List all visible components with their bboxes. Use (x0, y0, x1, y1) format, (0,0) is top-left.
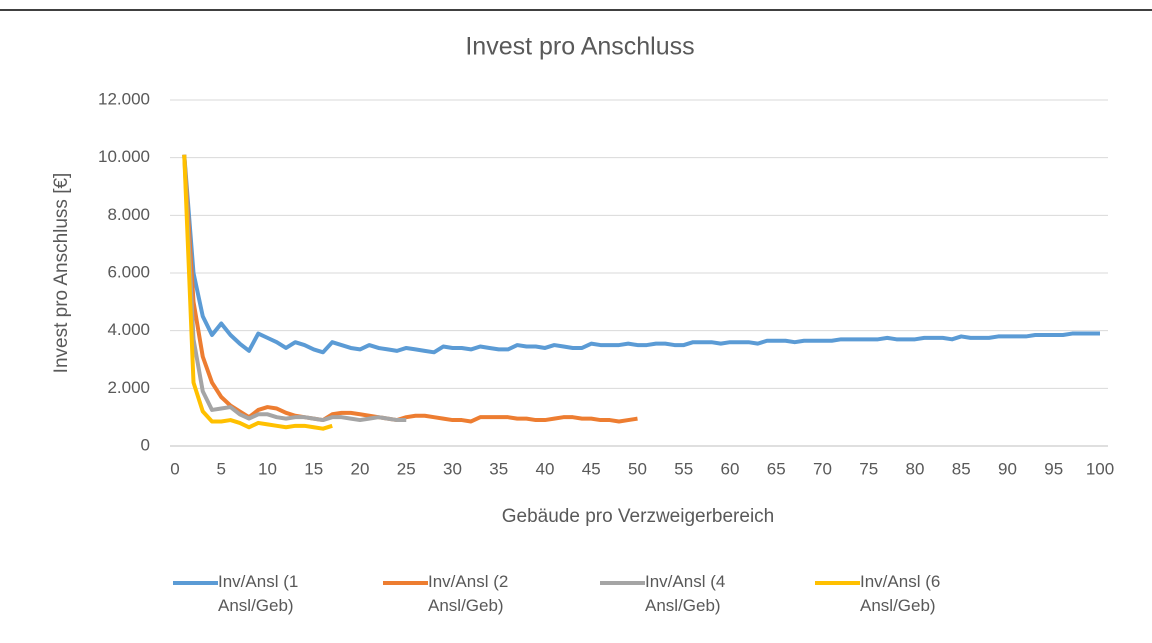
x-tick-label: 75 (859, 459, 878, 478)
x-tick-label: 55 (674, 459, 693, 478)
x-tick-label: 35 (489, 459, 508, 478)
x-tick-label: 25 (397, 459, 416, 478)
x-tick-label: 85 (952, 459, 971, 478)
legend-item: Inv/Ansl (6 Ansl/Geb) (815, 570, 980, 618)
legend-swatch (815, 581, 860, 585)
y-tick-label: 12.000 (98, 89, 150, 108)
y-axis-label: Invest pro Anschluss [€] (51, 173, 72, 374)
series-line (182, 154, 1100, 355)
legend-swatch (173, 581, 218, 585)
y-tick-label: 2.000 (107, 378, 150, 397)
legend-label: Inv/Ansl (6 Ansl/Geb) (860, 572, 941, 615)
x-tick-label: 15 (304, 459, 323, 478)
legend-label: Inv/Ansl (4 Ansl/Geb) (645, 572, 726, 615)
legend-item: Inv/Ansl (4 Ansl/Geb) (600, 570, 765, 618)
legend-swatch (600, 581, 645, 585)
x-tick-label: 50 (628, 459, 647, 478)
y-tick-label: 0 (141, 435, 150, 454)
x-tick-label: 10 (258, 459, 277, 478)
legend-item: Inv/Ansl (1 Ansl/Geb) (173, 570, 338, 618)
series-line (182, 154, 638, 424)
series-line (182, 154, 333, 431)
x-tick-label: 65 (767, 459, 786, 478)
y-tick-label: 10.000 (98, 147, 150, 166)
legend-label: Inv/Ansl (1 Ansl/Geb) (218, 572, 299, 615)
x-tick-label: 100 (1086, 459, 1114, 478)
y-tick-label: 4.000 (107, 320, 150, 339)
x-axis-label: Gebäude pro Verzweigerbereich (502, 506, 775, 527)
x-tick-label: 0 (170, 459, 179, 478)
chart-title: Invest pro Anschluss (465, 33, 694, 61)
x-tick-label: 5 (217, 459, 226, 478)
series-line (182, 154, 407, 423)
x-tick-label: 40 (536, 459, 555, 478)
x-tick-label: 20 (351, 459, 370, 478)
legend-item: Inv/Ansl (2 Ansl/Geb) (383, 570, 548, 618)
x-tick-label: 95 (1044, 459, 1063, 478)
x-tick-label: 30 (443, 459, 462, 478)
y-tick-label: 8.000 (107, 205, 150, 224)
y-tick-label: 6.000 (107, 262, 150, 281)
legend-label: Inv/Ansl (2 Ansl/Geb) (428, 572, 509, 615)
x-tick-label: 45 (582, 459, 601, 478)
x-tick-label: 60 (721, 459, 740, 478)
x-tick-label: 90 (998, 459, 1017, 478)
x-tick-label: 70 (813, 459, 832, 478)
legend-swatch (383, 581, 428, 585)
x-tick-label: 80 (906, 459, 925, 478)
